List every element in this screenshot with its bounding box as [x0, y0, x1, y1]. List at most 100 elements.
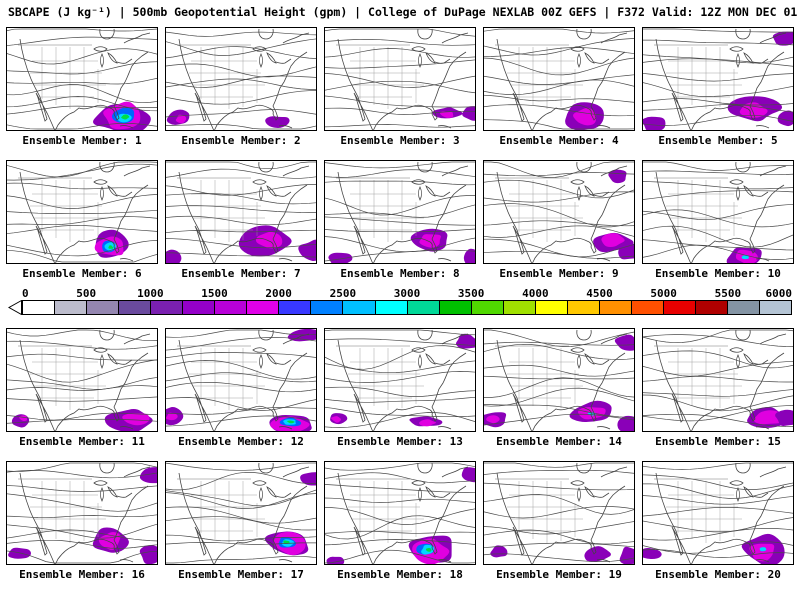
panel-caption: Ensemble Member: 6: [22, 267, 142, 280]
ensemble-panel[interactable]: Ensemble Member: 18: [323, 461, 487, 581]
colorbar-segment: [151, 301, 183, 314]
ensemble-map[interactable]: [482, 160, 642, 265]
panel-caption: Ensemble Member: 13: [337, 435, 463, 448]
colorbar-tick: 6000: [765, 287, 793, 300]
colorbar-segment: [663, 301, 695, 314]
ensemble-map[interactable]: [164, 27, 318, 132]
panel-caption: Ensemble Member: 19: [496, 568, 622, 581]
panel-row-4: Ensemble Member: 16 Ensemble Member: 17 En…: [0, 461, 800, 581]
panel-caption: Ensemble Member: 5: [658, 134, 778, 147]
panel-caption: Ensemble Member: 18: [337, 568, 463, 581]
colorbar-ticks: 0 500 1000 1500 2000 2500 3000 3500 4000 4500 5000…: [22, 287, 792, 300]
panel-row-2: Ensemble Member: 6 Ensemble Member: 7 Ense…: [0, 160, 800, 280]
colorbar-segment: [631, 301, 663, 314]
panel-caption: Ensemble Member: 4: [499, 134, 619, 147]
colorbar-segment: [55, 301, 87, 314]
panel-caption: Ensemble Member: 20: [655, 568, 781, 581]
colorbar-tick: 5000: [650, 287, 677, 300]
ensemble-map[interactable]: [5, 461, 172, 566]
ensemble-panel[interactable]: Ensemble Member: 13: [323, 328, 479, 448]
ensemble-panel[interactable]: Ensemble Member: 5: [641, 27, 800, 147]
panel-caption: Ensemble Member: 16: [19, 568, 145, 581]
ensemble-panel[interactable]: Ensemble Member: 19: [482, 461, 638, 581]
ensemble-panel[interactable]: Ensemble Member: 16: [5, 461, 172, 581]
colorbar-segment: [503, 301, 535, 314]
ensemble-map[interactable]: [323, 461, 487, 570]
ensemble-panel[interactable]: Ensemble Member: 7: [160, 160, 327, 280]
ensemble-map[interactable]: [478, 328, 643, 436]
colorbar-segment: [599, 301, 631, 314]
ensemble-map[interactable]: [639, 461, 795, 567]
ensemble-panel[interactable]: Ensemble Member: 10: [641, 160, 795, 280]
colorbar-segment: [119, 301, 151, 314]
panel-caption: Ensemble Member: 7: [181, 267, 301, 280]
colorbar-tick: 1000: [137, 287, 164, 300]
panel-caption: Ensemble Member: 11: [19, 435, 145, 448]
ensemble-map[interactable]: [5, 160, 159, 265]
colorbar-tick: 2500: [329, 287, 357, 300]
panel-caption: Ensemble Member: 10: [655, 267, 781, 280]
panel-caption: Ensemble Member: 9: [499, 267, 619, 280]
ensemble-panel[interactable]: Ensemble Member: 2: [164, 27, 318, 147]
colorbar-tick: 4500: [586, 287, 613, 300]
ensemble-map[interactable]: [164, 461, 325, 566]
ensemble-panel[interactable]: Ensemble Member: 3: [323, 27, 485, 147]
ensemble-map[interactable]: [641, 160, 795, 270]
ensemble-panel[interactable]: Ensemble Member: 8: [323, 160, 480, 280]
colorbar-segment: [535, 301, 567, 314]
colorbar-left-arrow-icon: [7, 299, 22, 316]
ensemble-panel[interactable]: Ensemble Member: 17: [164, 461, 325, 581]
colorbar-segment: [695, 301, 728, 314]
panel-caption: Ensemble Member: 8: [340, 267, 460, 280]
ensemble-panel[interactable]: Ensemble Member: 14: [478, 328, 643, 448]
ensemble-panel[interactable]: Ensemble Member: 6: [5, 160, 159, 280]
page-title: SBCAPE (J kg⁻¹) | 500mb Geopotential Hei…: [8, 5, 800, 19]
ensemble-panel[interactable]: Ensemble Member: 4: [482, 27, 636, 147]
ensemble-map[interactable]: [160, 160, 327, 268]
colorbar-tick: 3000: [393, 287, 421, 300]
colorbar-segment: [439, 301, 471, 314]
colorbar-segment: [567, 301, 599, 314]
panel-caption: Ensemble Member: 1: [22, 134, 142, 147]
ensemble-map[interactable]: [482, 27, 636, 132]
colorbar-tick: 2000: [265, 287, 292, 300]
colorbar-tick: 1500: [201, 287, 228, 300]
ensemble-panel[interactable]: Ensemble Member: 15: [641, 328, 800, 448]
colorbar-tick: 3500: [457, 287, 485, 300]
colorbar-tick: 4000: [522, 287, 549, 300]
ensemble-panel[interactable]: Ensemble Member: 1: [5, 27, 159, 147]
panel-row-1: Ensemble Member: 1 Ensemble Member: 2 Ense…: [0, 27, 800, 147]
panel-caption: Ensemble Member: 15: [655, 435, 781, 448]
ensemble-panel[interactable]: Ensemble Member: 12: [159, 328, 323, 448]
colorbar-segment: [728, 301, 760, 314]
ensemble-map[interactable]: [159, 328, 323, 435]
panel-caption: Ensemble Member: 2: [181, 134, 301, 147]
ensemble-map[interactable]: [323, 328, 479, 433]
panel-caption: Ensemble Member: 3: [340, 134, 460, 147]
colorbar-segment: [279, 301, 311, 314]
panel-row-3: Ensemble Member: 11 Ensemble Member: 12 En…: [0, 328, 800, 448]
colorbar-segment: [311, 301, 343, 314]
ensemble-map[interactable]: [641, 328, 800, 433]
ensemble-map[interactable]: [482, 461, 638, 566]
colorbar-segment: [343, 301, 375, 314]
ensemble-map[interactable]: [641, 27, 800, 132]
panel-caption: Ensemble Member: 17: [178, 568, 304, 581]
panel-caption: Ensemble Member: 14: [496, 435, 622, 448]
colorbar-segment: [471, 301, 503, 314]
ensemble-map[interactable]: [323, 27, 485, 132]
colorbar-segment: [375, 301, 407, 314]
ensemble-map[interactable]: [5, 328, 159, 433]
cape-colorbar: 0 500 1000 1500 2000 2500 3000 3500 4000 4500 5000…: [7, 287, 792, 316]
ensemble-panel[interactable]: Ensemble Member: 11: [5, 328, 159, 448]
colorbar-segment: [247, 301, 279, 314]
colorbar-segment: [23, 301, 55, 314]
colorbar-segments: [22, 300, 792, 315]
ensemble-panel[interactable]: Ensemble Member: 9: [482, 160, 642, 280]
colorbar-segment: [215, 301, 247, 314]
colorbar-tick: 500: [76, 287, 97, 300]
ensemble-map[interactable]: [323, 160, 480, 266]
ensemble-panel[interactable]: Ensemble Member: 20: [639, 461, 795, 581]
panel-caption: Ensemble Member: 12: [178, 435, 304, 448]
ensemble-map[interactable]: [5, 27, 159, 136]
